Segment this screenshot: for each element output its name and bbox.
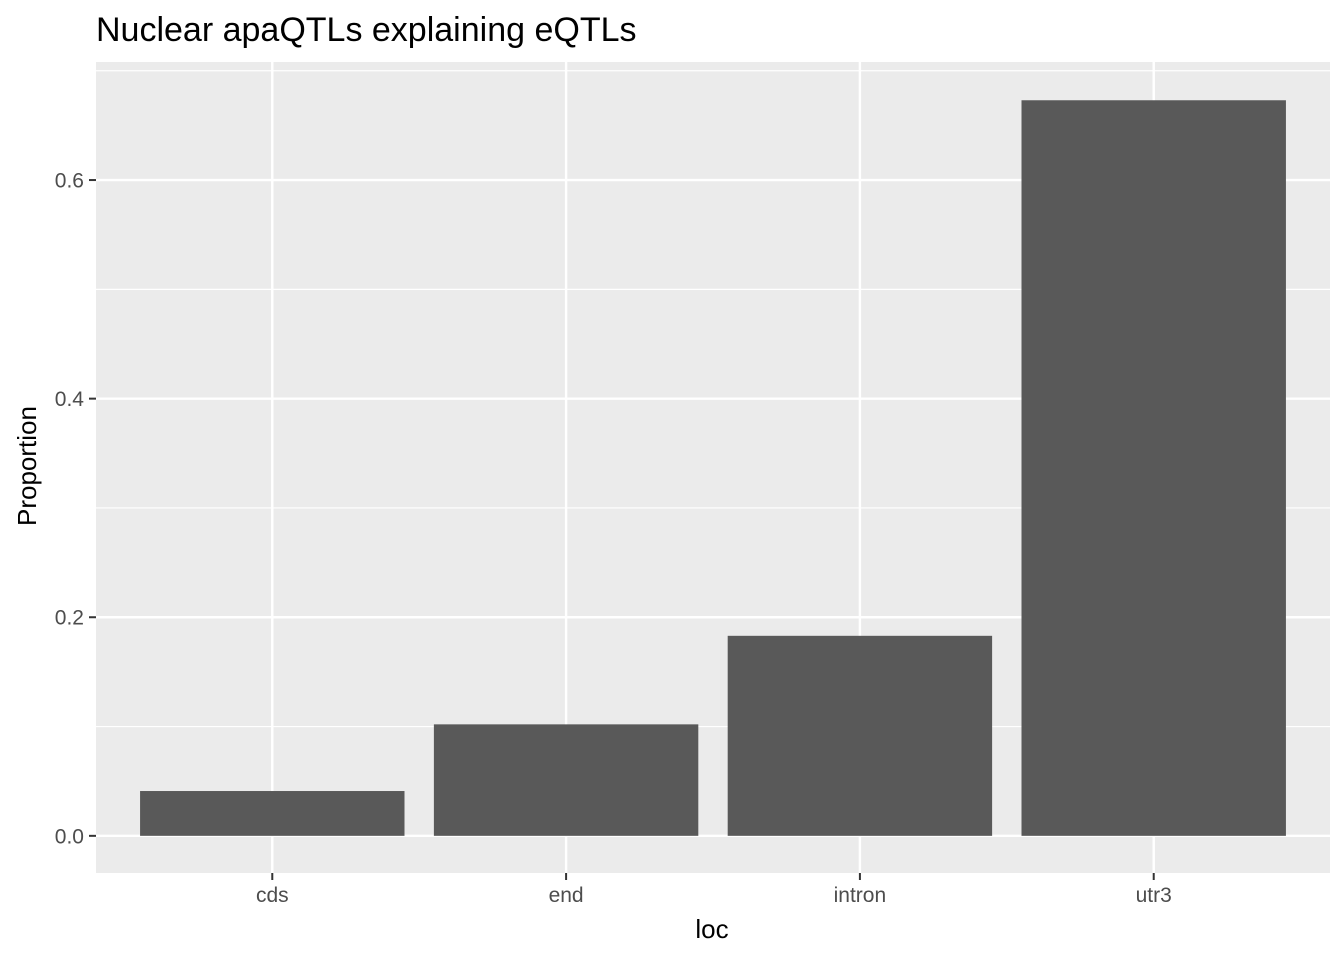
y-axis: 0.0 0.2 0.4 0.6	[55, 170, 96, 848]
x-tick-label: end	[549, 884, 584, 907]
y-tick-label: 0.6	[55, 170, 84, 193]
y-tick-label: 0.0	[55, 825, 84, 848]
x-axis: cds end intron utr3	[256, 873, 1172, 907]
bars	[140, 100, 1286, 836]
bar-cds	[140, 791, 405, 836]
x-axis-title: loc	[695, 914, 728, 944]
bar-intron	[727, 635, 993, 836]
y-tick-label: 0.4	[55, 388, 85, 411]
y-axis-title: Proportion	[12, 406, 42, 526]
chart-title: Nuclear apaQTLs explaining eQTLs	[96, 11, 637, 49]
bar-end	[433, 724, 699, 836]
y-tick-label: 0.2	[55, 607, 84, 630]
x-tick-label: intron	[834, 884, 887, 907]
x-tick-label: utr3	[1136, 884, 1172, 907]
x-tick-label: cds	[256, 884, 289, 907]
bar-utr3	[1021, 100, 1286, 836]
